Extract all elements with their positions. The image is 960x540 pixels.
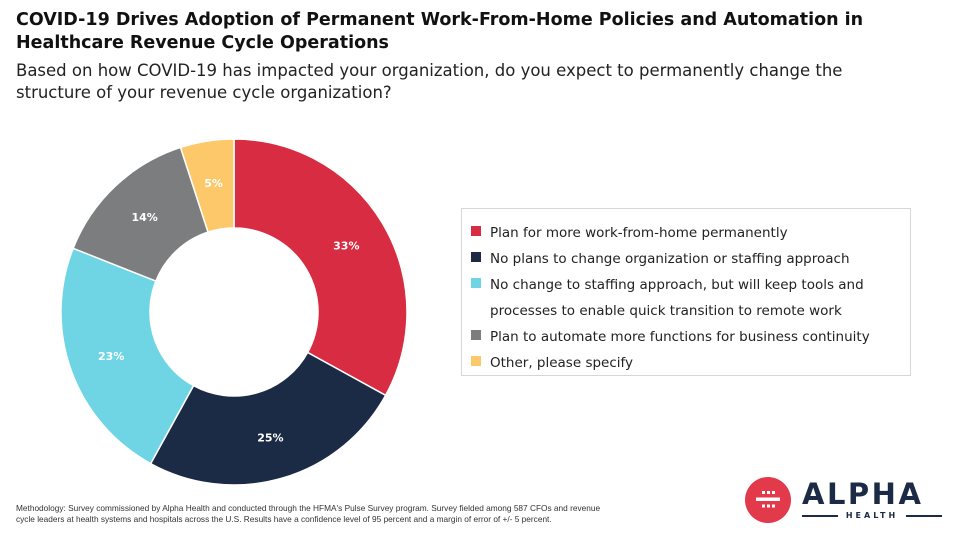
legend-label: No plans to change organization or staff…	[490, 251, 850, 267]
legend-swatch	[471, 226, 481, 236]
donut-data-label-3: 14%	[131, 211, 157, 224]
donut-chart: 33% 25% 23% 14% 5%	[60, 138, 408, 486]
legend-swatch	[471, 356, 481, 366]
logo-mark-icon	[745, 477, 791, 523]
chart-legend: Plan for more work-from-home permanently…	[461, 208, 911, 376]
methodology-note: Methodology: Survey commissioned by Alph…	[16, 503, 601, 524]
legend-swatch	[471, 330, 481, 340]
logo-rule-left	[802, 515, 838, 517]
legend-item-other: Other, please specify	[471, 350, 910, 376]
legend-item-automate: Plan to automate more functions for busi…	[471, 324, 910, 350]
donut-data-label-4: 5%	[204, 177, 223, 190]
legend-item-no-plans: No plans to change organization or staff…	[471, 246, 910, 272]
donut-data-label-1: 25%	[257, 431, 283, 444]
legend-item-keep-tools: No change to staffing approach, but will…	[471, 272, 910, 324]
donut-data-label-0: 33%	[333, 240, 359, 253]
legend-label: Other, please specify	[490, 355, 634, 371]
chart-subtitle: Based on how COVID-19 has impacted your …	[16, 61, 843, 102]
logo-wordmark: ALPHA	[802, 477, 924, 511]
donut-slice-2	[60, 247, 195, 465]
donut-data-label-2: 23%	[98, 350, 124, 363]
logo-rule-right	[906, 515, 942, 517]
legend-item-work-from-home: Plan for more work-from-home permanently	[471, 220, 910, 246]
chart-title: COVID-19 Drives Adoption of Permanent Wo…	[16, 10, 864, 53]
alpha-health-logo: ALPHA HEALTH	[744, 476, 944, 524]
donut-slice-1	[149, 351, 387, 486]
legend-label: Plan for more work-from-home permanently	[490, 225, 788, 241]
logo-subtitle: HEALTH	[845, 511, 899, 520]
legend-swatch	[471, 252, 481, 262]
legend-swatch	[471, 278, 481, 288]
legend-label: Plan to automate more functions for busi…	[490, 329, 870, 345]
legend-label: No change to staffing approach, but will…	[490, 277, 864, 319]
donut-slice-0	[233, 138, 408, 397]
donut-slice-4	[179, 138, 235, 234]
